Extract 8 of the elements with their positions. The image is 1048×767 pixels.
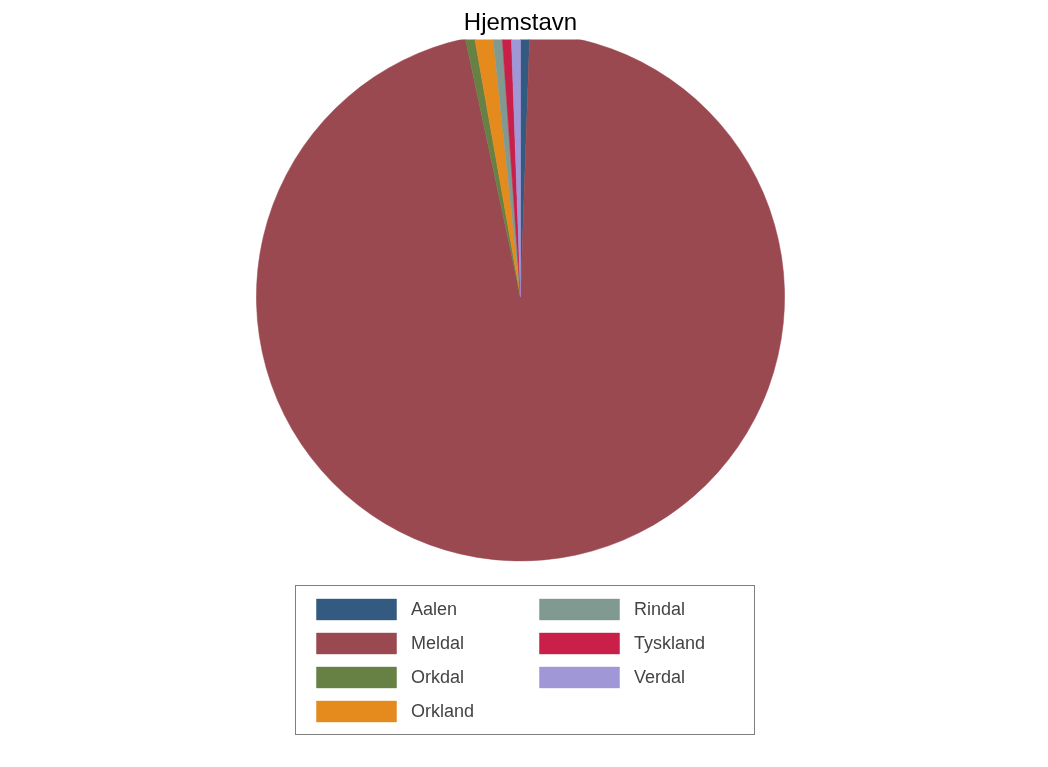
legend-label: Aalen [411, 598, 459, 620]
legend-label: Orkland [411, 700, 476, 722]
legend-label: Tyskland [634, 632, 707, 654]
legend-label: Meldal [411, 632, 466, 654]
legend-label: Rindal [634, 598, 687, 620]
legend-label: Orkdal [411, 666, 465, 688]
legend-label: Verdal [634, 666, 687, 688]
chart-title: Hjemstavn [463, 7, 578, 35]
